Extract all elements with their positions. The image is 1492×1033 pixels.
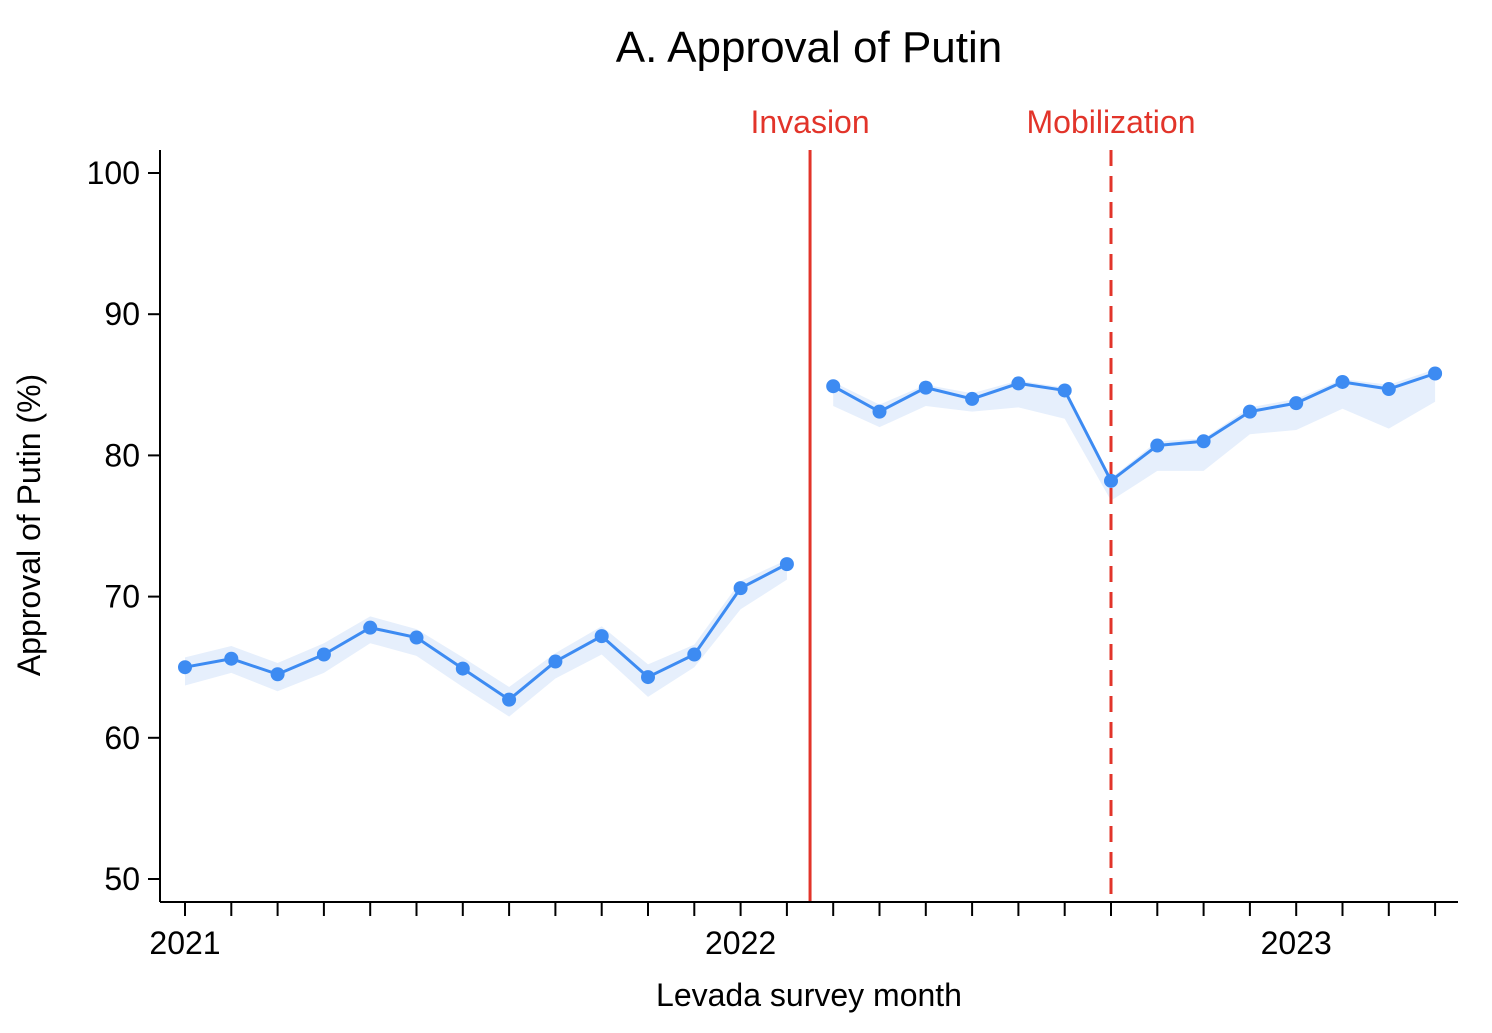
data-point bbox=[918, 380, 933, 395]
data-point bbox=[779, 557, 794, 572]
data-point bbox=[1335, 374, 1350, 389]
event-label-invasion: Invasion bbox=[750, 104, 869, 140]
event-label-mobilization: Mobilization bbox=[1027, 104, 1196, 140]
data-point bbox=[872, 404, 887, 419]
y-tick-label: 100 bbox=[87, 155, 140, 191]
data-point bbox=[1381, 382, 1396, 397]
data-point bbox=[1289, 396, 1304, 411]
x-tick-label: 2023 bbox=[1261, 925, 1332, 961]
confidence-band-layer bbox=[185, 369, 1436, 717]
data-point bbox=[826, 379, 841, 394]
y-axis-title: Approval of Putin (%) bbox=[11, 374, 47, 676]
data-point bbox=[687, 647, 702, 662]
data-point bbox=[1428, 366, 1443, 381]
series-line-segment-1 bbox=[184, 562, 788, 702]
data-point bbox=[1196, 434, 1211, 449]
series-line-segment-2 bbox=[832, 372, 1436, 483]
x-axis-ticks: 2021 2022 2023 bbox=[149, 902, 1437, 961]
data-point bbox=[965, 391, 980, 406]
data-point bbox=[224, 651, 239, 666]
data-point bbox=[641, 670, 655, 685]
data-point bbox=[502, 692, 517, 707]
data-point bbox=[733, 581, 748, 596]
data-point bbox=[363, 620, 378, 635]
data-point bbox=[316, 647, 331, 662]
chart-title: A. Approval of Putin bbox=[616, 23, 1002, 72]
data-point bbox=[1150, 438, 1165, 453]
series-point-layer bbox=[178, 366, 1443, 707]
data-point bbox=[455, 661, 470, 676]
x-tick-label: 2021 bbox=[149, 925, 220, 961]
event-layer: Invasion Mobilization bbox=[750, 104, 1195, 902]
y-tick-label: 50 bbox=[104, 861, 140, 897]
data-point bbox=[594, 629, 609, 644]
series-line-layer bbox=[184, 372, 1436, 702]
data-point bbox=[178, 660, 192, 675]
y-tick-label: 90 bbox=[104, 296, 140, 332]
x-tick-label: 2022 bbox=[705, 925, 776, 961]
data-point bbox=[548, 654, 563, 669]
data-point bbox=[1011, 376, 1026, 391]
data-point bbox=[409, 630, 424, 645]
confidence-band-segment-2 bbox=[833, 369, 1436, 501]
y-tick-label: 70 bbox=[104, 579, 140, 615]
data-point bbox=[1242, 404, 1257, 419]
y-axis-ticks: 50 60 70 80 90 100 bbox=[87, 155, 160, 897]
data-point bbox=[1057, 383, 1072, 398]
confidence-band-segment-1 bbox=[185, 559, 787, 717]
y-tick-label: 60 bbox=[104, 720, 140, 756]
y-tick-label: 80 bbox=[104, 437, 140, 473]
data-point bbox=[1104, 473, 1118, 488]
x-axis-title: Levada survey month bbox=[656, 977, 962, 1013]
data-point bbox=[270, 667, 285, 682]
